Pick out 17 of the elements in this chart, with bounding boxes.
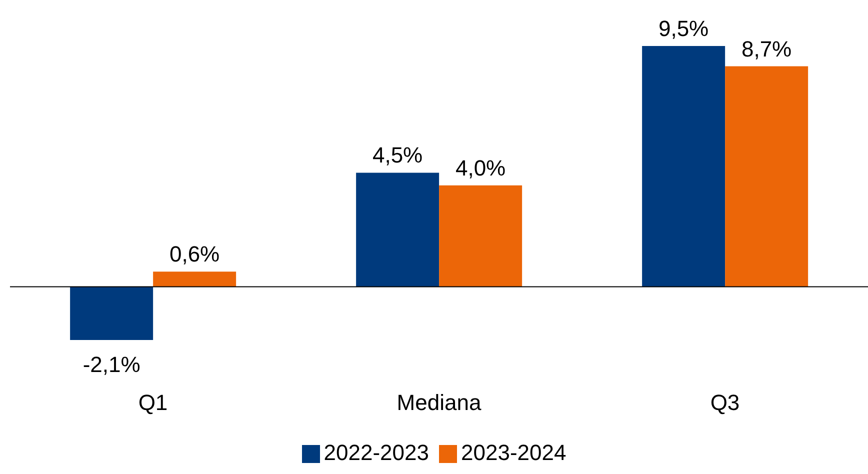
data-label: 4,5% [372, 142, 423, 168]
data-label: 9,5% [658, 16, 709, 41]
bar [725, 66, 808, 287]
legend-label: 2022-2023 [324, 440, 429, 465]
x-tick-label: Mediana [396, 390, 482, 415]
data-label: -2,1% [82, 352, 140, 377]
bar [642, 46, 726, 287]
bar [70, 286, 154, 340]
data-label: 8,7% [741, 36, 792, 62]
x-tick-label: Q3 [710, 390, 740, 415]
bar [356, 172, 440, 287]
data-label: 0,6% [169, 242, 220, 267]
data-label: 4,0% [455, 155, 506, 180]
bar [439, 185, 522, 287]
legend-label: 2023-2024 [461, 440, 566, 465]
bar [153, 272, 236, 287]
x-tick-label: Q1 [138, 390, 168, 415]
